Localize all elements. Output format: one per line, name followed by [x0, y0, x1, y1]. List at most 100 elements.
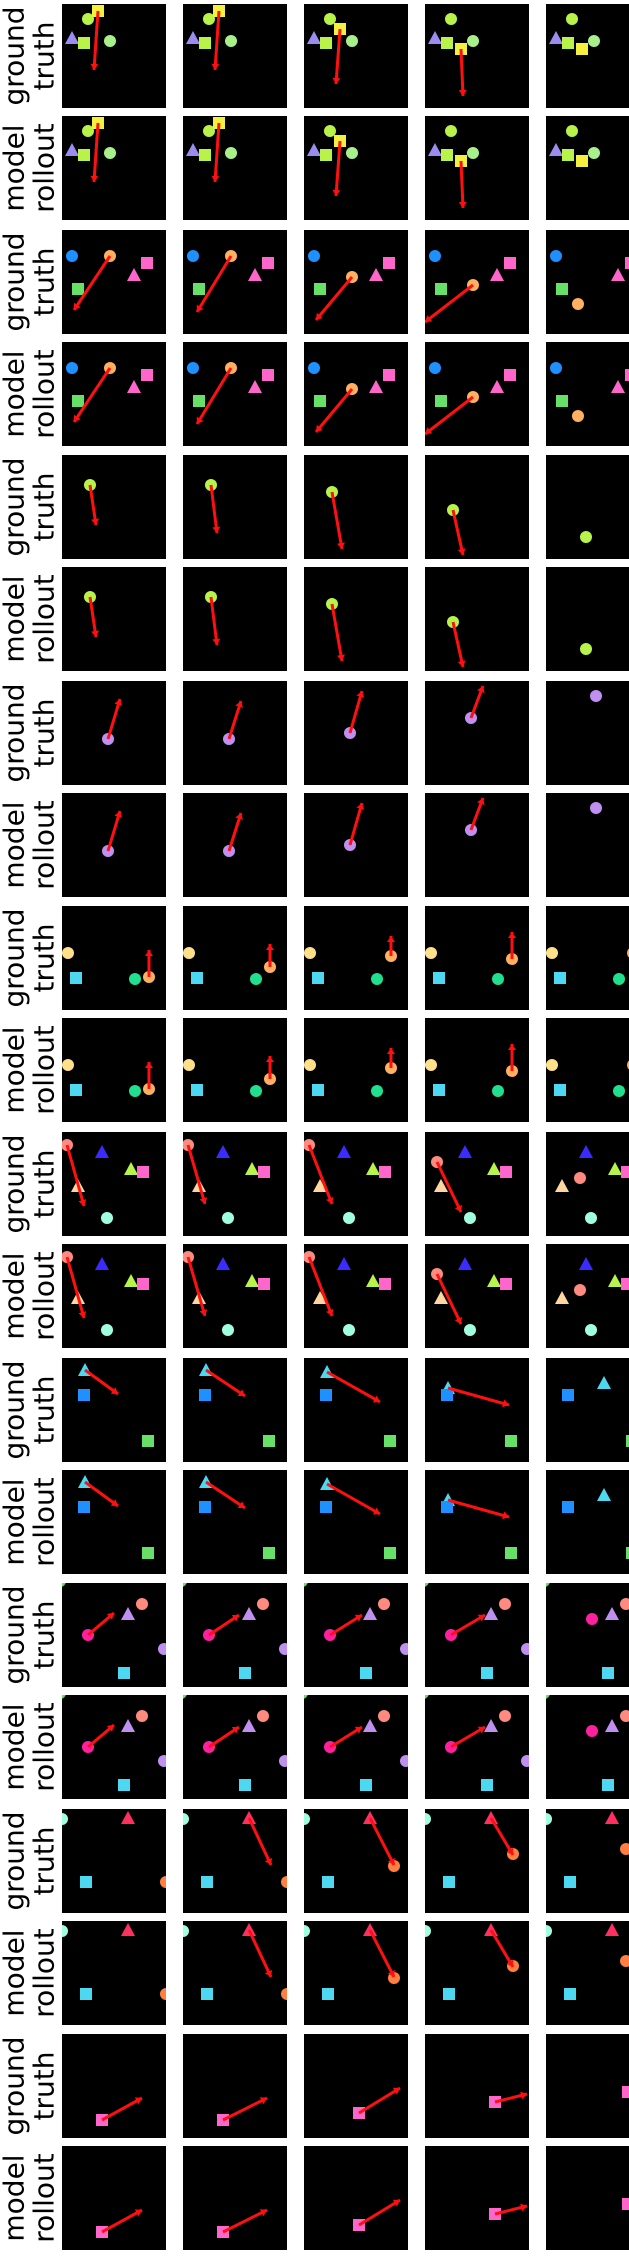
- lime-square: [78, 149, 90, 161]
- velocity-arrow: [358, 2198, 401, 2227]
- row-label-text: ground truth: [0, 1134, 62, 1234]
- arrow-head: [106, 1725, 114, 1732]
- mint-circle: [101, 1324, 113, 1336]
- green-circle: [546, 1583, 550, 1587]
- frame-panel: [425, 1921, 529, 2025]
- frame-panel: [546, 455, 629, 559]
- arrow-head: [372, 1507, 380, 1515]
- ground-truth-label: ground truth: [0, 1809, 61, 1913]
- lightgreen-circle: [346, 35, 358, 47]
- palegold-circle: [62, 947, 74, 959]
- coral-circle: [281, 1988, 287, 2000]
- frame-panel: [546, 1583, 629, 1687]
- violet-triangle: [605, 1607, 619, 1620]
- pink-triangle: [369, 380, 383, 393]
- lime-circle: [566, 125, 578, 137]
- blue-circle: [550, 250, 562, 262]
- velocity-arrow: [205, 1368, 246, 1398]
- teal-circle: [250, 1085, 262, 1097]
- lavender-triangle: [65, 143, 79, 156]
- frame-canvas: [62, 1811, 166, 1888]
- pink-square: [621, 1278, 629, 1290]
- blue-circle: [429, 362, 441, 374]
- frame-panel: [183, 1695, 287, 1799]
- velocity-arrow: [435, 1161, 463, 1213]
- frame-panel: [183, 1132, 287, 1236]
- frame-canvas: [199, 1363, 275, 1447]
- frame-canvas: [102, 698, 123, 745]
- green-square: [193, 395, 205, 407]
- mint-circle: [464, 1324, 476, 1336]
- frame-panel: [425, 681, 529, 785]
- frame-panel: [304, 1695, 408, 1799]
- teal-circle: [250, 973, 262, 985]
- cyan-square: [80, 1876, 92, 1888]
- frame-panel: [304, 2146, 408, 2250]
- velocity-arrow: [447, 1498, 510, 1519]
- frame-panel: [546, 2146, 629, 2250]
- teal-circle: [129, 973, 141, 985]
- green-circle: [304, 1583, 308, 1587]
- velocity-arrow: [101, 2208, 143, 2234]
- arrow-head: [477, 686, 485, 694]
- green-square: [314, 395, 326, 407]
- cyan-square: [312, 1084, 324, 1096]
- violet-circle: [400, 1755, 408, 1767]
- salmon-circle: [257, 1710, 269, 1722]
- mint-circle: [101, 1212, 113, 1224]
- frame-canvas: [183, 1056, 276, 1097]
- cyan-square: [602, 1779, 614, 1791]
- velocity-arrow: [195, 255, 233, 313]
- green-square: [626, 1547, 629, 1559]
- blue-square: [441, 1389, 453, 1401]
- cyan-square: [239, 1667, 251, 1679]
- frame-canvas: [304, 1139, 391, 1224]
- green-circle: [425, 1583, 429, 1587]
- frame-panel: [304, 1921, 408, 2025]
- frame-canvas: [217, 2096, 268, 2126]
- frame-panel: [183, 4, 287, 108]
- cyan-square: [312, 972, 324, 984]
- frame-panel: [62, 793, 166, 897]
- palegold-circle: [546, 947, 558, 959]
- mint-circle: [464, 1212, 476, 1224]
- arrow-head: [212, 526, 221, 533]
- frame-canvas: [425, 250, 516, 324]
- violet-triangle: [242, 1719, 256, 1732]
- frame-panel: [546, 1470, 629, 1574]
- blue-square: [320, 1501, 332, 1513]
- frame-canvas: [187, 362, 274, 425]
- frame-panel: [425, 2146, 529, 2250]
- palegold-circle: [62, 1059, 74, 1071]
- mint-circle: [304, 1813, 310, 1825]
- lime-triangle: [245, 1162, 259, 1175]
- frame-panel: [183, 1583, 287, 1687]
- pink-square: [383, 257, 395, 269]
- palegold-circle: [304, 1059, 316, 1071]
- lime-triangle: [487, 1162, 501, 1175]
- frame-panel: [183, 2034, 287, 2138]
- frame-canvas: [590, 802, 602, 814]
- violet-circle: [158, 1755, 166, 1767]
- arrow-head: [354, 1726, 362, 1734]
- frame-canvas: [307, 13, 358, 85]
- violet-triangle: [121, 1719, 135, 1732]
- frame-panel: [546, 1809, 629, 1913]
- pink-square: [625, 369, 629, 381]
- lavender-triangle: [428, 31, 442, 44]
- arrow-head: [231, 1615, 239, 1622]
- frame-canvas: [65, 5, 116, 71]
- frame-canvas: [65, 117, 116, 183]
- palegold-circle: [183, 947, 195, 959]
- lightgreen-circle: [104, 147, 116, 159]
- arrow-head: [356, 691, 365, 698]
- cyan-square: [80, 1988, 92, 2000]
- velocity-arrow: [450, 1613, 486, 1637]
- arrow-head: [145, 950, 153, 956]
- frame-panel: [304, 455, 408, 559]
- green-square: [435, 395, 447, 407]
- arrow-head: [332, 77, 341, 84]
- velocity-arrow: [84, 1368, 119, 1396]
- green-circle: [183, 1695, 187, 1699]
- arrow-head: [78, 1199, 87, 1206]
